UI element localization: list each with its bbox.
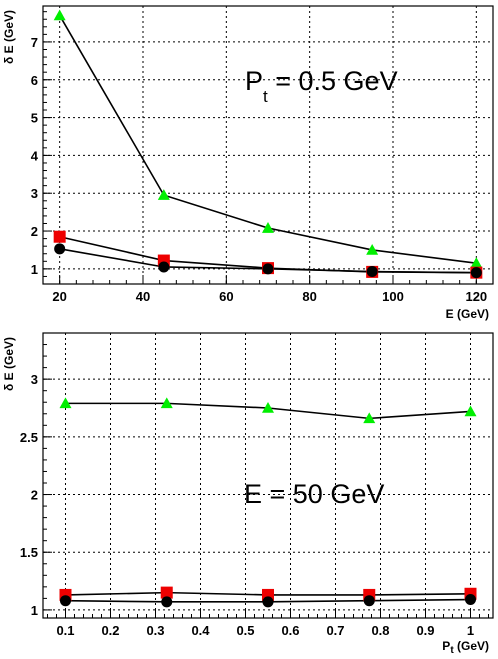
x-tick-label: 0.1 xyxy=(56,623,74,638)
point-circle xyxy=(363,595,375,607)
x-axis-label: Pt (GeV) xyxy=(442,639,489,654)
point-triangle xyxy=(53,9,66,21)
point-circle xyxy=(54,243,66,255)
x-tick-label: 20 xyxy=(52,289,66,304)
y-axis-label: δ E (GeV) xyxy=(2,337,16,391)
y-axis-label: δ E (GeV) xyxy=(2,10,16,64)
panel-annotation: E = 50 GeV xyxy=(244,479,384,509)
y-tick-label: 1 xyxy=(31,603,38,618)
x-axis-label: E (GeV) xyxy=(446,307,489,321)
x-tick-label: 40 xyxy=(136,289,150,304)
point-triangle xyxy=(262,402,274,413)
x-tick-label: 100 xyxy=(382,289,404,304)
x-tick-label: 80 xyxy=(302,289,316,304)
point-circle xyxy=(366,266,378,278)
x-tick-label: 1 xyxy=(467,623,474,638)
plot-frame xyxy=(42,332,494,619)
y-tick-label: 4 xyxy=(31,148,39,163)
point-circle xyxy=(262,263,274,275)
x-tick-label: 0.3 xyxy=(146,623,164,638)
x-axis-label-main: P xyxy=(442,639,450,653)
y-tick-label: 2 xyxy=(31,224,38,239)
annotation-rest: = 0.5 GeV xyxy=(268,66,398,96)
point-triangle xyxy=(366,243,379,255)
x-tick-label: 0.4 xyxy=(191,623,210,638)
point-circle xyxy=(161,596,173,608)
x-axis-label-unit: (GeV) xyxy=(454,639,489,653)
point-square xyxy=(53,230,66,243)
y-tick-label: 1 xyxy=(31,262,38,277)
panel-annotation: Pt = 0.5 GeV xyxy=(245,66,398,106)
y-tick-label: 1.5 xyxy=(20,545,38,560)
point-triangle xyxy=(470,257,483,268)
y-tick-label: 3 xyxy=(31,186,38,201)
x-tick-label: 60 xyxy=(219,289,233,304)
x-tick-label: 120 xyxy=(465,289,487,304)
point-triangle xyxy=(262,222,274,233)
x-tick-label: 0.8 xyxy=(371,623,389,638)
annotation-main: E = 50 GeV xyxy=(244,479,384,509)
point-triangle xyxy=(363,412,376,424)
y-tick-label: 3 xyxy=(31,372,38,387)
annotation-sub: t xyxy=(263,87,268,106)
point-circle xyxy=(465,594,476,606)
y-tick-label: 2 xyxy=(31,488,38,503)
x-tick-label: 0.2 xyxy=(101,623,119,638)
point-triangle xyxy=(157,189,170,200)
point-triangle xyxy=(464,405,477,417)
x-tick-label: 0.9 xyxy=(416,623,434,638)
plot-frame xyxy=(42,5,494,285)
chart-panel-1: 20 40 60 80 100 120 1 2 3 4 5 6 7 δ E (GeV) E (GeV) Pt … xyxy=(2,5,494,321)
x-tick-label: 0.6 xyxy=(281,623,299,638)
point-triangle xyxy=(59,397,72,409)
y-tick-label: 7 xyxy=(31,35,38,50)
y-tick-label: 5 xyxy=(31,111,38,126)
annotation-main: P xyxy=(245,66,263,96)
point-square xyxy=(160,586,173,599)
point-circle xyxy=(60,595,71,607)
point-circle xyxy=(262,596,274,608)
point-circle xyxy=(158,261,170,273)
chart-panel-2: 0.1 0.2 0.3 0.4 0.5 0.6 0.7 0.8 0.9 1 1 1.5 2 2.5 3 δ E… xyxy=(2,332,494,656)
x-tick-label: 0.7 xyxy=(326,623,344,638)
y-tick-label: 6 xyxy=(31,73,38,88)
point-triangle xyxy=(160,397,173,409)
x-axis-label-sub: t xyxy=(450,645,454,654)
point-circle xyxy=(470,267,482,279)
x-tick-label: 0.5 xyxy=(236,623,254,638)
y-tick-label: 2.5 xyxy=(20,430,38,445)
